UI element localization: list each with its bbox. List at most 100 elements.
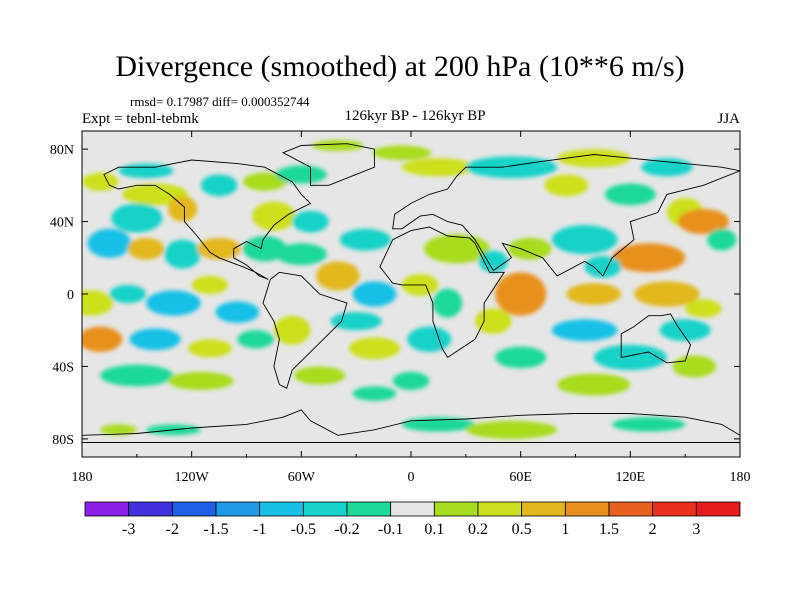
anomaly-blob-66 <box>557 373 631 396</box>
colorbar-swatch-1 <box>84 501 130 517</box>
anomaly-blob-63 <box>167 371 234 390</box>
anomaly-blob-49 <box>215 301 260 323</box>
x-tick-label: 0 <box>408 470 415 485</box>
anomaly-blob-57 <box>407 326 452 352</box>
anomaly-blob-58 <box>432 288 463 318</box>
y-tick-label: 40S <box>52 360 74 375</box>
anomaly-blob-67 <box>352 386 397 401</box>
anomaly-blob-38 <box>495 272 547 316</box>
y-tick-label: 80N <box>50 143 74 158</box>
anomaly-blob-25 <box>197 237 242 260</box>
anomaly-blob-62 <box>100 364 174 387</box>
chart-title: Divergence (smoothed) at 200 hPa (10**6 … <box>115 50 685 83</box>
anomaly-blob-21 <box>707 228 737 251</box>
anomaly-blob-12 <box>372 145 432 160</box>
anomaly-blob-11 <box>312 140 364 151</box>
anomaly-blob-36 <box>612 243 686 273</box>
anomaly-blob-43 <box>659 319 711 342</box>
colorbar-swatch-11 <box>521 501 566 517</box>
anomaly-blob-18 <box>604 183 656 206</box>
colorbar-swatch-2 <box>128 501 173 517</box>
anomaly-blob-30 <box>352 281 397 307</box>
colorbar-swatch-6 <box>302 501 348 517</box>
x-tick-label: 60W <box>288 470 316 485</box>
colorbar-label: 1.5 <box>599 521 619 538</box>
colorbar-label: -1.5 <box>203 521 228 538</box>
anomaly-blob-44 <box>685 299 722 318</box>
anomaly-blob-48 <box>191 275 229 295</box>
colorbar-swatch-9 <box>433 501 479 517</box>
colorbar-label: 0.5 <box>512 521 532 538</box>
anomaly-blob-72 <box>612 417 686 432</box>
coastline-greenland <box>282 143 375 186</box>
anomaly-blob-15 <box>557 149 631 168</box>
anomaly-blob-10 <box>292 210 329 233</box>
anomaly-blob-37 <box>584 255 622 278</box>
colorbar-label: 2 <box>649 521 657 538</box>
y-tick-label: 0 <box>67 288 74 303</box>
anomaly-blob-56 <box>348 337 401 360</box>
anomaly-blob-52 <box>188 339 232 358</box>
coastline-eurasia <box>392 154 740 277</box>
anomaly-blob-3 <box>122 183 189 206</box>
anomaly-blob-24 <box>164 239 201 269</box>
anomaly-blob-51 <box>129 328 181 351</box>
colorbar-label: -0.2 <box>334 521 359 538</box>
colorbar-label: 0.2 <box>468 521 488 538</box>
period-subtitle: 126kyr BP - 126kyr BP <box>344 108 486 124</box>
x-tick-label: 120E <box>616 470 646 485</box>
x-tick-label: 180 <box>730 470 751 485</box>
anomaly-blob-65 <box>392 371 430 390</box>
anomaly-blob-71 <box>465 420 558 439</box>
colorbar-swatch-5 <box>259 501 304 517</box>
anomaly-blob-41 <box>633 281 700 307</box>
coastline-north-america <box>103 159 312 280</box>
anomaly-blob-27 <box>275 243 327 266</box>
anomaly-blob-60 <box>593 344 667 371</box>
anomaly-blob-5 <box>167 196 198 222</box>
colorbar-label: -2 <box>166 521 179 538</box>
colorbar-label: -1 <box>253 521 266 538</box>
anomaly-blob-20 <box>677 208 730 235</box>
anomaly-blob-39 <box>474 308 512 334</box>
y-tick-label: 80S <box>52 433 74 448</box>
anomaly-blob-8 <box>275 165 327 184</box>
colorbar-swatch-8 <box>390 501 435 517</box>
colorbar-swatch-3 <box>171 501 217 517</box>
anomaly-blob-14 <box>465 156 558 179</box>
colorbar-label: -3 <box>122 521 135 538</box>
colorbar-swatch-12 <box>564 501 610 517</box>
anomaly-blob-50 <box>82 326 123 352</box>
anomaly-blob-6 <box>200 174 238 197</box>
anomaly-blob-9 <box>251 201 296 231</box>
anomaly-blob-26 <box>242 236 287 262</box>
anomaly-blob-33 <box>478 250 508 273</box>
colorbar-swatch-7 <box>346 501 392 517</box>
anomaly-blob-40 <box>566 283 622 305</box>
colorbar-swatch-4 <box>215 501 261 517</box>
stats-text: rmsd= 0.17987 diff= 0.000352744 <box>130 94 310 109</box>
coastline-antarctica <box>82 409 740 443</box>
anomaly-blob-7 <box>242 172 287 191</box>
anomaly-blob-59 <box>495 346 547 369</box>
anomaly-blob-42 <box>551 319 618 342</box>
anomaly-blob-2 <box>118 163 174 179</box>
colorbar-swatch-10 <box>477 501 523 517</box>
anomaly-blob-69 <box>100 424 137 436</box>
colorbar-label: -0.1 <box>378 521 403 538</box>
anomaly-blob-47 <box>145 290 201 316</box>
colorbar-label: 3 <box>692 521 700 538</box>
anomaly-blob-13 <box>401 158 475 177</box>
colorbar-label: 0.1 <box>424 521 444 538</box>
anomaly-blob-46 <box>109 284 146 304</box>
anomaly-blob-1 <box>82 172 119 191</box>
anomaly-blob-53 <box>237 330 274 349</box>
anomaly-blob-17 <box>544 174 589 197</box>
colorbar-label: -0.5 <box>291 521 316 538</box>
anomaly-blob-29 <box>315 261 360 291</box>
anomaly-blob-64 <box>294 366 346 385</box>
anomaly-blob-45 <box>82 290 114 316</box>
colorbar-swatch-15 <box>695 501 741 517</box>
experiment-label: Expt = tebnl-tebmk <box>82 111 199 127</box>
